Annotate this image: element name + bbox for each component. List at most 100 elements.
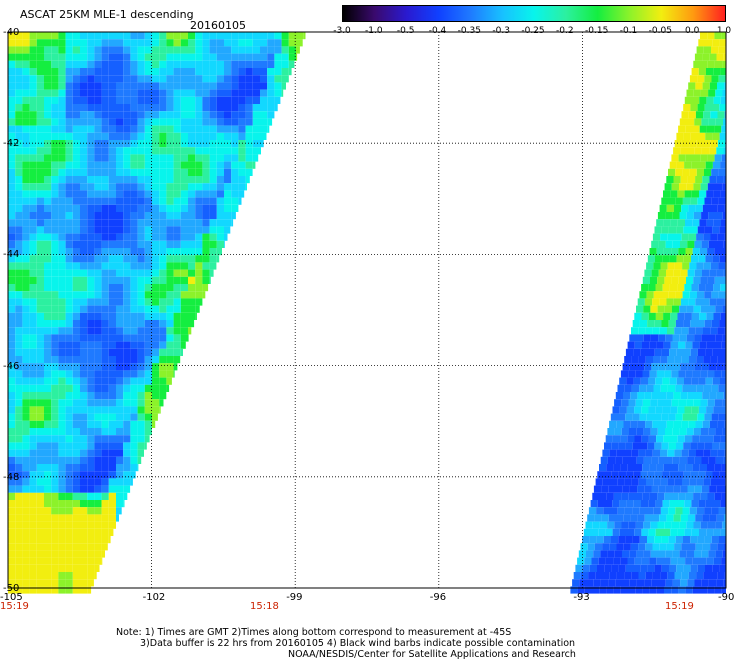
wind-cell (37, 550, 44, 557)
wind-cell (44, 493, 51, 500)
wind-cell (181, 248, 188, 255)
wind-cell (700, 464, 707, 471)
wind-cell (702, 392, 709, 399)
wind-cell (722, 61, 726, 68)
wind-cell (30, 421, 37, 428)
wind-cell (116, 342, 123, 349)
wind-cell (642, 586, 649, 593)
wind-cell (717, 176, 724, 183)
wind-cell (699, 68, 706, 75)
wind-cell (202, 277, 209, 284)
wind-cell (87, 97, 94, 104)
wind-cell (181, 334, 188, 341)
wind-cell (8, 536, 15, 543)
wind-cell (30, 370, 37, 377)
wind-cell (109, 442, 116, 449)
wind-cell (159, 90, 166, 97)
wind-cell (609, 543, 616, 550)
wind-cell (231, 111, 238, 118)
wind-cell (697, 536, 704, 543)
wind-cell (87, 46, 94, 53)
wind-cell (123, 234, 130, 241)
wind-cell (188, 111, 195, 118)
wind-cell (152, 270, 159, 277)
wind-cell (123, 342, 130, 349)
wind-cell (260, 133, 267, 140)
wind-cell (660, 421, 667, 428)
wind-cell (623, 486, 630, 493)
wind-cell (714, 313, 721, 320)
wind-cell (102, 493, 109, 500)
wind-cell (30, 176, 37, 183)
wind-cell (37, 327, 44, 334)
wind-cell (22, 464, 29, 471)
wind-cell (8, 198, 15, 205)
wind-cell (66, 39, 73, 46)
wind-cell (30, 298, 37, 305)
wind-cell (94, 284, 101, 291)
wind-cell (274, 61, 281, 68)
wind-cell (617, 450, 624, 457)
wind-cell (634, 378, 641, 385)
wind-cell (30, 349, 37, 356)
wind-cell (123, 212, 130, 219)
wind-cell (58, 493, 65, 500)
wind-cell (658, 212, 665, 219)
wind-cell (654, 507, 661, 514)
wind-cell (166, 363, 173, 370)
wind-cell (195, 291, 202, 298)
wind-cell (80, 68, 87, 75)
wind-cell (698, 39, 705, 46)
wind-cell (87, 378, 94, 385)
wind-cell (620, 529, 627, 536)
wind-cell (626, 378, 633, 385)
wind-cell (130, 471, 135, 478)
wind-cell (675, 478, 682, 485)
wind-cell (73, 68, 80, 75)
wind-cell (188, 183, 195, 190)
wind-cell (58, 342, 65, 349)
wind-cell (37, 90, 44, 97)
wind-cell (253, 68, 260, 75)
wind-cell (37, 97, 44, 104)
wind-cell (94, 507, 101, 514)
wind-cell (707, 370, 714, 377)
wind-cell (109, 284, 116, 291)
wind-cell (66, 406, 73, 413)
wind-cell (109, 363, 116, 370)
wind-cell (37, 478, 44, 485)
wind-cell (684, 162, 691, 169)
wind-cell (102, 486, 109, 493)
wind-cell (94, 399, 101, 406)
wind-cell (166, 241, 173, 248)
wind-cell (662, 378, 669, 385)
wind-cell (152, 54, 159, 61)
wind-cell (80, 399, 87, 406)
wind-cell (8, 270, 15, 277)
wind-cell (621, 493, 628, 500)
wind-cell (94, 39, 101, 46)
wind-cell (718, 46, 725, 53)
wind-cell (678, 219, 685, 226)
wind-cell (698, 349, 705, 356)
wind-cell (174, 154, 181, 161)
wind-cell (8, 522, 15, 529)
wind-cell (582, 536, 589, 543)
wind-cell (687, 241, 694, 248)
wind-cell (661, 536, 668, 543)
wind-cell (138, 399, 145, 406)
wind-cell (662, 226, 669, 233)
wind-cell (648, 500, 655, 507)
wind-cell (166, 169, 173, 176)
wind-cell (610, 572, 617, 579)
wind-cell (710, 327, 717, 334)
wind-cell (66, 255, 73, 262)
wind-cell (138, 342, 145, 349)
wind-cell (8, 298, 15, 305)
wind-cell (623, 392, 630, 399)
wind-cell (102, 183, 109, 190)
wind-cell (130, 334, 137, 341)
wind-cell (672, 212, 679, 219)
wind-cell (22, 133, 29, 140)
wind-cell (274, 82, 281, 89)
